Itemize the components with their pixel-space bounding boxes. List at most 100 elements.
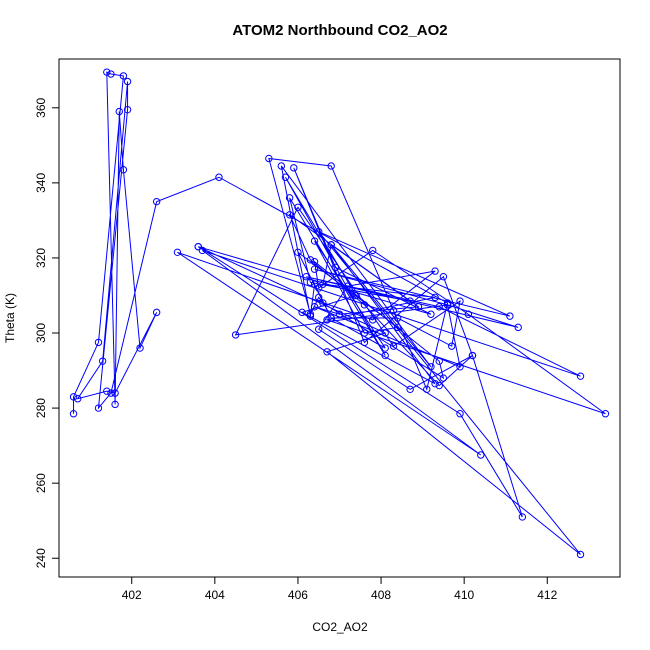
data-point — [423, 385, 431, 394]
data-point — [406, 385, 414, 394]
data-point — [119, 166, 128, 174]
plot-frame — [58, 58, 621, 578]
data-point — [456, 363, 464, 371]
data-point — [69, 393, 78, 401]
data-point — [331, 263, 340, 272]
x-tick-label: 406 — [288, 588, 308, 602]
data-point — [389, 306, 398, 315]
data-point — [107, 389, 115, 397]
x-tick-label: 410 — [454, 588, 474, 602]
data-point — [327, 314, 335, 322]
data-point — [123, 105, 132, 114]
data-point — [111, 400, 119, 409]
data-point — [306, 312, 315, 320]
data-point — [431, 267, 439, 275]
data-point — [310, 257, 319, 266]
data-point — [381, 344, 389, 352]
data-point — [576, 372, 585, 380]
data-point — [298, 308, 306, 317]
x-axis: 402 404 406 408 410 412 — [122, 577, 558, 602]
x-tick-label: 408 — [371, 588, 391, 602]
y-tick-label: 260 — [34, 473, 48, 493]
data-point — [601, 410, 610, 418]
data-point — [136, 344, 144, 352]
data-point — [94, 338, 103, 347]
chart-title: ATOM2 Northbound CO2_AO2 — [232, 22, 447, 39]
data-point — [115, 107, 123, 116]
data-point — [381, 329, 389, 337]
data-point — [477, 451, 485, 459]
data-point — [215, 173, 223, 181]
x-axis-label: CO2_AO2 — [312, 620, 368, 634]
data-point — [427, 310, 435, 318]
x-tick-label: 404 — [205, 588, 225, 602]
data-point — [315, 227, 323, 236]
y-tick-label: 240 — [34, 548, 48, 568]
data-point — [393, 323, 402, 332]
data-point — [435, 357, 443, 365]
data-point — [414, 303, 423, 311]
data-point — [393, 314, 402, 322]
data-point — [360, 329, 369, 337]
plot-area — [69, 68, 610, 559]
y-tick-label: 340 — [34, 173, 48, 193]
data-point — [468, 351, 477, 360]
data-point — [315, 284, 323, 292]
data-point — [427, 363, 435, 371]
data-point — [69, 410, 78, 418]
data-point — [173, 248, 182, 257]
data-point — [281, 173, 290, 181]
data-point — [315, 325, 323, 333]
x-tick-label: 402 — [122, 588, 142, 602]
data-point — [310, 280, 319, 288]
data-point — [319, 299, 327, 307]
data-point — [335, 310, 344, 318]
data-point — [310, 265, 319, 273]
data-point — [406, 297, 414, 305]
data-point — [323, 348, 331, 356]
data-point — [518, 513, 527, 521]
data-point — [231, 331, 240, 339]
data-point — [360, 338, 369, 347]
data-point — [381, 351, 389, 360]
data-point — [74, 395, 82, 403]
data-point — [194, 242, 202, 251]
data-point — [439, 374, 448, 382]
data-point — [103, 68, 111, 76]
data-point — [94, 404, 103, 412]
data-point — [360, 301, 369, 309]
data-point — [198, 246, 207, 255]
data-point — [514, 323, 522, 332]
data-point — [506, 312, 514, 320]
data-point — [152, 308, 161, 317]
data-point — [323, 316, 331, 324]
data-point — [576, 550, 585, 559]
data-point — [439, 273, 448, 281]
data-point — [306, 278, 315, 287]
data-point — [306, 256, 315, 264]
data-point — [464, 310, 473, 318]
y-tick-label: 300 — [34, 323, 48, 343]
data-point — [152, 197, 161, 206]
data-point — [443, 301, 452, 309]
data-point — [456, 410, 464, 418]
data-point — [294, 248, 302, 257]
data-point — [294, 203, 302, 211]
x-tick-label: 412 — [537, 588, 557, 602]
data-point — [319, 280, 327, 288]
data-point — [277, 162, 286, 170]
data-point — [285, 211, 294, 219]
data-point — [103, 387, 111, 395]
data-point — [123, 77, 132, 86]
data-point — [344, 282, 352, 290]
data-point — [431, 293, 439, 302]
data-point — [98, 357, 107, 365]
data-point — [389, 342, 398, 350]
y-axis-label: Theta (K) — [3, 293, 17, 343]
data-point — [435, 381, 443, 390]
data-point — [431, 379, 439, 388]
data-point — [107, 70, 115, 78]
data-point — [435, 303, 443, 311]
data-point — [310, 237, 319, 245]
